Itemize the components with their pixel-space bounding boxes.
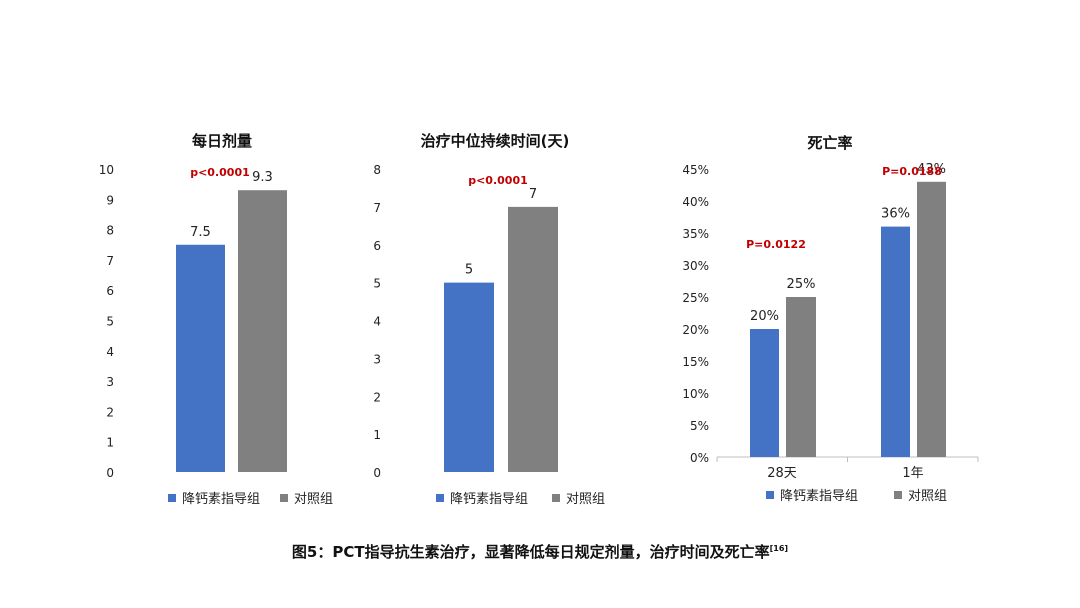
chart2-ytick-label: 4 xyxy=(373,315,381,329)
chart1-ytick-label: 1 xyxy=(106,436,114,450)
chart1-legend-swatch xyxy=(280,494,288,502)
chart2-title: 治疗中位持续时间(天) xyxy=(421,132,570,150)
chart3-ytick-label: 10% xyxy=(682,387,709,401)
chart3-ytick-label: 30% xyxy=(682,259,709,273)
chart3-category-label: 28天 xyxy=(767,466,797,481)
chart1-bar-pct-guided xyxy=(176,244,225,472)
chart3-ytick-label: 35% xyxy=(682,227,709,241)
chart2-ytick-label: 2 xyxy=(373,390,381,404)
chart2-ytick-label: 8 xyxy=(373,163,381,177)
chart2-legend-label: 对照组 xyxy=(566,492,605,507)
chart3-ytick-label: 5% xyxy=(690,419,709,433)
chart1-title: 每日剂量 xyxy=(192,132,252,150)
chart1-ytick-label: 2 xyxy=(106,405,114,419)
chart1-ytick-label: 0 xyxy=(106,466,114,480)
chart1-ytick-label: 9 xyxy=(106,193,114,207)
chart1-data-label: 9.3 xyxy=(252,170,273,185)
chart1-ytick-label: 7 xyxy=(106,254,114,268)
chart2-ytick-label: 0 xyxy=(373,466,381,480)
chart2-legend-swatch xyxy=(552,494,560,502)
chart2-ytick-label: 3 xyxy=(373,352,381,366)
chart3-ytick-label: 15% xyxy=(682,355,709,369)
chart3-bar-control xyxy=(917,181,946,458)
chart1-p-value: p<0.0001 xyxy=(190,166,250,179)
chart3-ytick-label: 20% xyxy=(682,323,709,337)
chart3-p-value: P=0.0122 xyxy=(746,238,806,251)
caption-text: 图5：PCT指导抗生素治疗，显著降低每日规定剂量，治疗时间及死亡率 xyxy=(291,543,770,561)
chart1-legend-swatch xyxy=(168,494,176,502)
chart3-legend-swatch xyxy=(894,491,902,499)
chart2-p-value: p<0.0001 xyxy=(468,174,528,187)
chart3-data-label: 20% xyxy=(750,309,779,324)
chart3-category-label: 1年 xyxy=(902,466,923,481)
chart3-bar-pct-guided xyxy=(881,226,910,457)
chart3-legend-swatch xyxy=(766,491,774,499)
chart3-title: 死亡率 xyxy=(807,134,852,152)
chart3-ytick-label: 0% xyxy=(690,451,709,465)
chart1-ytick-label: 8 xyxy=(106,224,114,238)
chart1-legend-label: 降钙素指导组 xyxy=(182,492,260,507)
chart2-legend-label: 降钙素指导组 xyxy=(450,492,528,507)
chart3-data-label: 36% xyxy=(881,207,910,222)
chart2-data-label: 7 xyxy=(529,187,537,202)
chart2-ytick-label: 7 xyxy=(373,201,381,215)
chart3-bar-control xyxy=(786,297,816,457)
chart2-ytick-label: 5 xyxy=(373,277,381,291)
caption-reference: [16] xyxy=(769,544,789,553)
chart3-ytick-label: 40% xyxy=(682,195,709,209)
chart2-data-label: 5 xyxy=(465,263,473,278)
chart3-data-label: 43% xyxy=(917,162,946,177)
chart1-legend-label: 对照组 xyxy=(294,492,333,507)
figure-caption: 图5：PCT指导抗生素治疗，显著降低每日规定剂量，治疗时间及死亡率[16] xyxy=(0,541,1080,562)
chart1-ytick-label: 4 xyxy=(106,345,114,359)
chart2-ytick-label: 1 xyxy=(373,428,381,442)
chart2-bar-control xyxy=(508,206,558,472)
chart3-p-value: P=0.0188 xyxy=(882,165,942,178)
chart1-ytick-label: 6 xyxy=(106,284,114,298)
chart3-ytick-label: 25% xyxy=(682,291,709,305)
chart2-bar-pct-guided xyxy=(444,282,494,472)
chart1-ytick-label: 10 xyxy=(99,163,114,177)
chart1-data-label: 7.5 xyxy=(190,225,211,240)
chart3-legend-label: 降钙素指导组 xyxy=(780,489,858,504)
chart2-ytick-label: 6 xyxy=(373,239,381,253)
chart1-ytick-label: 3 xyxy=(106,375,114,389)
chart1-bar-control xyxy=(238,190,287,472)
chart1-ytick-label: 5 xyxy=(106,315,114,329)
chart2-legend-swatch xyxy=(436,494,444,502)
chart3-legend-label: 对照组 xyxy=(908,489,947,504)
chart3-bar-pct-guided xyxy=(750,329,779,457)
chart3-ytick-label: 45% xyxy=(682,163,709,177)
chart3-data-label: 25% xyxy=(787,277,816,292)
